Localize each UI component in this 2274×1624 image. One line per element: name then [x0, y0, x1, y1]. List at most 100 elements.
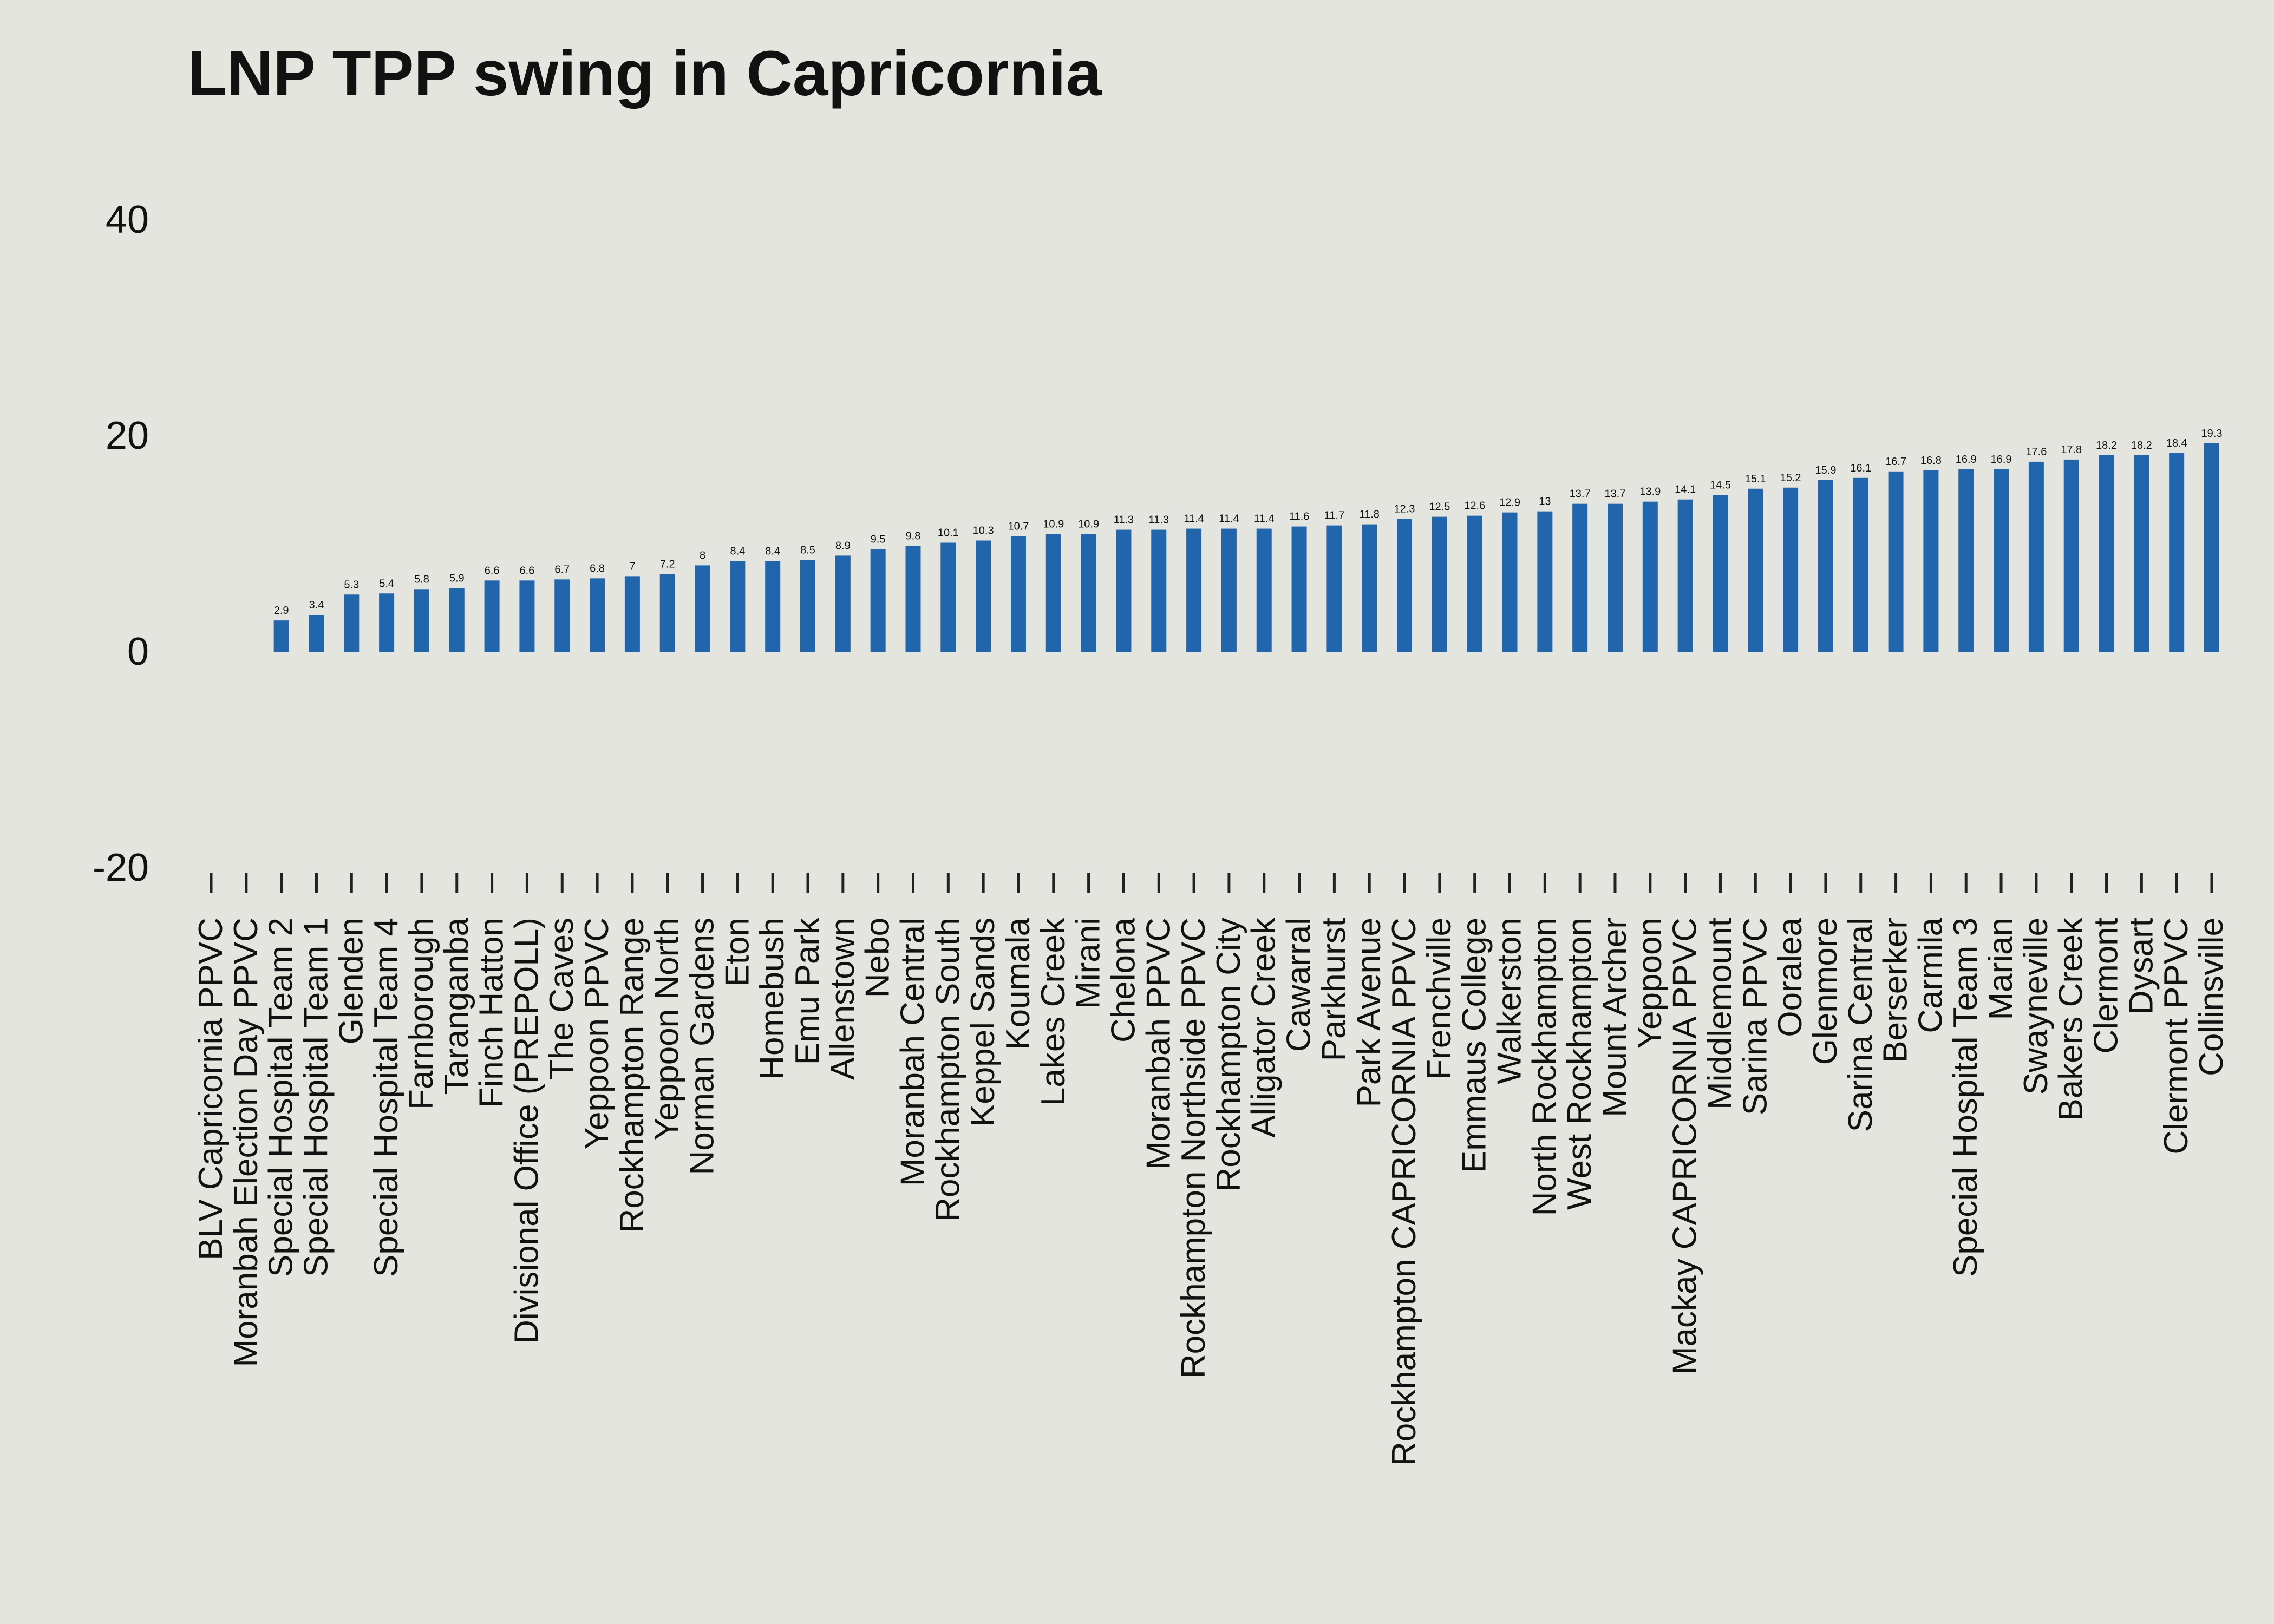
x-tick-label: Collinsville — [2193, 918, 2230, 1076]
bar — [1116, 529, 1132, 652]
data-label: 6.7 — [554, 564, 570, 575]
data-label: 13.7 — [1605, 488, 1626, 500]
bar — [2204, 443, 2219, 652]
bar — [414, 589, 429, 652]
data-label: 12.6 — [1464, 500, 1485, 512]
data-label: 12.9 — [1499, 497, 1520, 509]
bar — [835, 555, 851, 652]
data-label: 7.2 — [660, 558, 675, 570]
bar — [1994, 469, 2009, 652]
x-tick-label: Divisional Office (PREPOLL) — [508, 918, 545, 1344]
data-label: 6.6 — [485, 565, 500, 577]
bar — [2099, 455, 2114, 652]
data-labels: 2.9 3.4 5.3 5.4 5.8 5.9 6.6 6.6 6.7 6.8 7 7.2 8 8.4 8.… — [274, 428, 2223, 617]
data-label: 5.4 — [379, 578, 394, 590]
x-tick-label: Mount Archer — [1596, 918, 1633, 1117]
x-tick-label: Special Hospital Team 3 — [1947, 918, 1984, 1277]
bar — [590, 578, 605, 652]
bar — [309, 615, 324, 652]
bar — [1432, 516, 1447, 652]
bar — [1888, 471, 1904, 652]
data-label: 11.3 — [1114, 514, 1134, 526]
x-tick-label: Special Hospital Team 4 — [368, 918, 405, 1277]
bar — [554, 579, 570, 652]
y-axis: -20 0 20 40 — [93, 198, 149, 889]
data-label: 6.6 — [520, 565, 535, 577]
x-tick-label: Berserker — [1877, 918, 1914, 1063]
x-tick-label: Yeppoon PPVC — [578, 918, 616, 1150]
data-label: 10.7 — [1008, 521, 1029, 533]
x-axis-ticks — [210, 873, 2213, 893]
data-label: 14.5 — [1710, 480, 1731, 492]
x-tick-label: Homebush — [754, 918, 791, 1080]
data-label: 15.2 — [1780, 472, 1801, 484]
data-label: 8 — [700, 549, 705, 561]
data-label: 11.6 — [1289, 511, 1309, 523]
data-label: 10.1 — [938, 527, 959, 539]
bar — [2063, 459, 2079, 652]
data-label: 10.3 — [973, 525, 994, 537]
data-label: 6.8 — [590, 562, 605, 574]
bar — [800, 560, 816, 652]
x-tick-label: Mirani — [1070, 918, 1107, 1009]
bar — [379, 593, 395, 652]
data-label: 8.4 — [730, 545, 745, 557]
x-tick-label: Sarina PPVC — [1736, 918, 1774, 1115]
data-label: 8.9 — [835, 540, 851, 552]
bar — [1397, 519, 1413, 652]
bar — [1572, 503, 1588, 652]
bar — [730, 561, 746, 652]
bar — [1607, 503, 1623, 652]
x-tick-label: Moranbah Central — [894, 918, 931, 1186]
x-tick-label: Swayneville — [2017, 918, 2055, 1095]
data-label: 19.3 — [2201, 428, 2223, 440]
bar — [344, 594, 360, 652]
bar — [1151, 529, 1167, 652]
data-label: 15.9 — [1815, 464, 1836, 476]
data-label: 13.7 — [1570, 488, 1591, 500]
bar — [1783, 487, 1799, 652]
x-tick-label: Farnborough — [403, 918, 440, 1110]
bar — [1221, 528, 1237, 652]
bar — [1186, 528, 1202, 652]
bar — [1045, 534, 1061, 652]
data-label: 10.9 — [1043, 519, 1064, 531]
bar — [1853, 477, 1868, 652]
bar — [1958, 469, 1974, 652]
x-tick-label: Middlemount — [1701, 918, 1739, 1110]
y-tick-label: 40 — [106, 198, 149, 241]
data-label: 17.8 — [2061, 444, 2082, 456]
x-tick-label: Special Hospital Team 1 — [297, 918, 335, 1277]
bar — [449, 588, 465, 652]
data-label: 16.1 — [1850, 462, 1871, 474]
data-label: 11.7 — [1324, 510, 1344, 522]
x-tick-label: Norman Gardens — [684, 918, 721, 1175]
bar — [905, 546, 921, 652]
data-label: 5.8 — [414, 573, 429, 585]
data-label: 11.4 — [1184, 513, 1204, 525]
x-tick-label: Rockhampton CAPRICORNIA PPVC — [1386, 918, 1423, 1466]
x-tick-label: West Rockhampton — [1561, 918, 1598, 1210]
bar — [1713, 495, 1728, 652]
x-tick-label: Emu Park — [789, 917, 826, 1065]
data-label: 9.5 — [871, 533, 886, 545]
x-tick-label: Dysart — [2122, 918, 2160, 1014]
x-tick-label: Yeppoon North — [649, 918, 686, 1140]
data-label: 11.4 — [1219, 513, 1239, 525]
x-tick-label: Frenchville — [1421, 918, 1458, 1080]
x-tick-label: The Caves — [543, 918, 580, 1080]
data-label: 9.8 — [906, 530, 921, 542]
x-tick-label: Moranbah PPVC — [1140, 918, 1177, 1169]
x-tick-label: Rockhampton City — [1210, 918, 1247, 1192]
bar — [273, 620, 289, 652]
bar — [1818, 480, 1833, 652]
bar — [1502, 512, 1518, 652]
data-label: 18.2 — [2131, 440, 2152, 451]
x-tick-label: Emmaus College — [1456, 918, 1493, 1173]
x-tick-label: Glenmore — [1807, 918, 1844, 1065]
data-label: 13 — [1539, 496, 1551, 508]
x-tick-label: Mackay CAPRICORNIA PPVC — [1667, 918, 1704, 1374]
x-tick-label: BLV Capricornia PPVC — [192, 918, 230, 1260]
